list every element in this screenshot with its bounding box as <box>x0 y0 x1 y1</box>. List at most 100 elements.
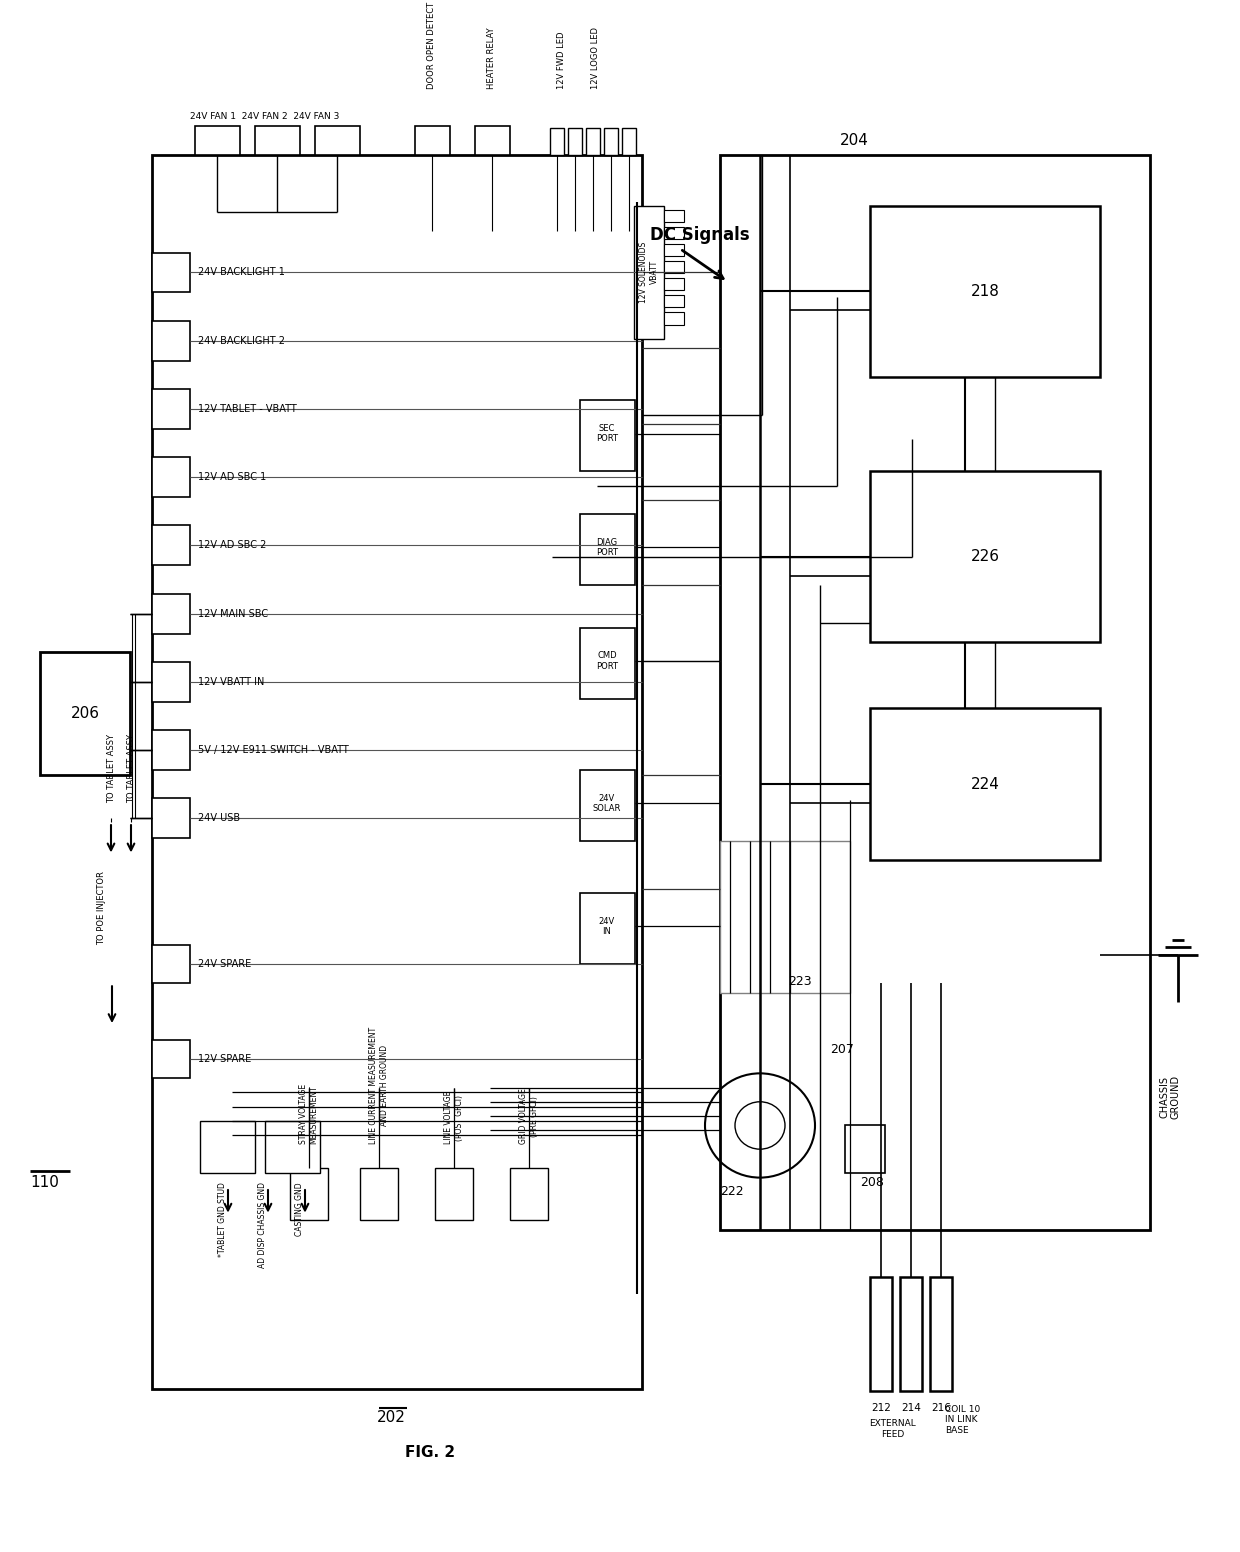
Bar <box>153 526 190 565</box>
Text: TO POE INJECTOR: TO POE INJECTOR <box>97 872 105 945</box>
Text: 12V FWD LED: 12V FWD LED <box>557 31 565 88</box>
Bar <box>153 594 190 633</box>
Bar <box>153 458 190 497</box>
Text: CASTING GND: CASTING GND <box>295 1183 304 1235</box>
Bar <box>870 1277 892 1391</box>
Bar <box>720 841 849 993</box>
Bar <box>663 278 684 290</box>
Text: 223: 223 <box>789 975 812 989</box>
Text: 206: 206 <box>71 706 99 720</box>
Bar <box>153 155 642 1389</box>
Text: 12V AD SBC 2: 12V AD SBC 2 <box>198 540 267 551</box>
Bar <box>195 126 241 155</box>
Text: TO TABLET ASSY: TO TABLET ASSY <box>126 734 136 804</box>
Bar <box>634 206 663 338</box>
Bar <box>153 798 190 838</box>
Text: *TABLET GND STUD: *TABLET GND STUD <box>218 1183 227 1257</box>
Bar <box>580 770 635 841</box>
Text: 214: 214 <box>901 1403 921 1412</box>
Text: COIL 10
IN LINK
BASE: COIL 10 IN LINK BASE <box>945 1405 981 1436</box>
Text: LINE CURRENT MEASUREMENT
AND EARTH GROUND: LINE CURRENT MEASUREMENT AND EARTH GROUN… <box>370 1027 388 1144</box>
Bar <box>360 1169 398 1220</box>
Bar <box>580 400 635 472</box>
Text: FIG. 2: FIG. 2 <box>405 1445 455 1460</box>
Text: LINE VOLTAGE
(POST GFCl): LINE VOLTAGE (POST GFCl) <box>444 1091 464 1144</box>
Text: 224: 224 <box>971 776 999 792</box>
Text: 12V SOLENOIDS
VBATT: 12V SOLENOIDS VBATT <box>640 242 658 303</box>
Bar <box>580 514 635 585</box>
Text: CHASSIS
GROUND: CHASSIS GROUND <box>1159 1076 1180 1119</box>
Text: 24V FAN 1  24V FAN 2  24V FAN 3: 24V FAN 1 24V FAN 2 24V FAN 3 <box>190 112 340 121</box>
Bar <box>153 253 190 292</box>
Bar <box>255 126 300 155</box>
Bar <box>475 126 510 155</box>
Text: 5V / 12V E911 SWITCH - VBATT: 5V / 12V E911 SWITCH - VBATT <box>198 745 348 756</box>
Text: 12V LOGO LED: 12V LOGO LED <box>591 26 600 88</box>
Bar <box>435 1169 472 1220</box>
Text: 12V MAIN SBC: 12V MAIN SBC <box>198 608 268 619</box>
Bar <box>153 731 190 770</box>
Bar <box>153 321 190 360</box>
Bar <box>663 227 684 239</box>
Bar <box>580 894 635 964</box>
Bar <box>663 295 684 307</box>
Bar <box>663 210 684 222</box>
Bar <box>200 1121 255 1173</box>
Text: 212: 212 <box>870 1403 890 1412</box>
Text: 12V VBATT IN: 12V VBATT IN <box>198 677 264 688</box>
Text: 12V TABLET - VBATT: 12V TABLET - VBATT <box>198 404 296 414</box>
Text: 218: 218 <box>971 284 999 300</box>
Text: AD DISP CHASSIS GND: AD DISP CHASSIS GND <box>258 1183 267 1268</box>
Text: 226: 226 <box>971 549 999 565</box>
Text: 204: 204 <box>839 133 869 147</box>
Text: TO TABLET ASSY: TO TABLET ASSY <box>107 734 117 804</box>
Bar <box>870 472 1100 643</box>
Bar <box>568 129 582 155</box>
Text: 12V AD SBC 1: 12V AD SBC 1 <box>198 472 267 483</box>
Bar <box>663 261 684 273</box>
Bar <box>604 129 618 155</box>
Bar <box>290 1169 329 1220</box>
Bar <box>930 1277 952 1391</box>
Text: CMD
PORT: CMD PORT <box>596 652 618 670</box>
Text: 216: 216 <box>931 1403 951 1412</box>
Text: HEATER RELAY: HEATER RELAY <box>487 26 496 88</box>
Text: 12V SPARE: 12V SPARE <box>198 1054 252 1065</box>
Text: 208: 208 <box>861 1176 884 1189</box>
Text: DC Signals: DC Signals <box>650 225 750 244</box>
Bar <box>415 126 450 155</box>
Bar <box>870 206 1100 377</box>
Text: DIAG
PORT: DIAG PORT <box>596 537 618 557</box>
Bar <box>587 129 600 155</box>
Text: DOOR OPEN DETECT: DOOR OPEN DETECT <box>428 2 436 88</box>
Bar <box>153 945 190 984</box>
Bar <box>622 129 636 155</box>
Bar <box>900 1277 923 1391</box>
Text: STRAY VOLTAGE
MEASUREMENT: STRAY VOLTAGE MEASUREMENT <box>299 1085 319 1144</box>
Bar <box>153 663 190 702</box>
Text: 24V USB: 24V USB <box>198 813 241 824</box>
Text: SEC
PORT: SEC PORT <box>596 424 618 444</box>
Text: 24V BACKLIGHT 2: 24V BACKLIGHT 2 <box>198 335 285 346</box>
Text: 24V BACKLIGHT 1: 24V BACKLIGHT 1 <box>198 267 285 278</box>
Bar <box>663 312 684 324</box>
Bar <box>870 708 1100 860</box>
Text: 24V SPARE: 24V SPARE <box>198 959 252 970</box>
Bar <box>153 390 190 428</box>
Text: GRID VOLTAGE
(PRE GFCl): GRID VOLTAGE (PRE GFCl) <box>520 1088 538 1144</box>
Bar <box>720 155 1149 1229</box>
Text: EXTERNAL
FEED: EXTERNAL FEED <box>869 1419 916 1439</box>
Bar <box>315 126 360 155</box>
Text: 222: 222 <box>720 1186 744 1198</box>
Bar <box>153 1040 190 1079</box>
Text: 207: 207 <box>830 1043 854 1057</box>
Text: 24V
SOLAR: 24V SOLAR <box>593 793 621 813</box>
Bar <box>265 1121 320 1173</box>
Text: 24V
IN: 24V IN <box>599 917 615 936</box>
Text: 110: 110 <box>30 1175 58 1190</box>
Bar <box>663 244 684 256</box>
Bar <box>40 652 130 774</box>
Bar <box>580 629 635 698</box>
Bar <box>510 1169 548 1220</box>
Bar <box>551 129 564 155</box>
